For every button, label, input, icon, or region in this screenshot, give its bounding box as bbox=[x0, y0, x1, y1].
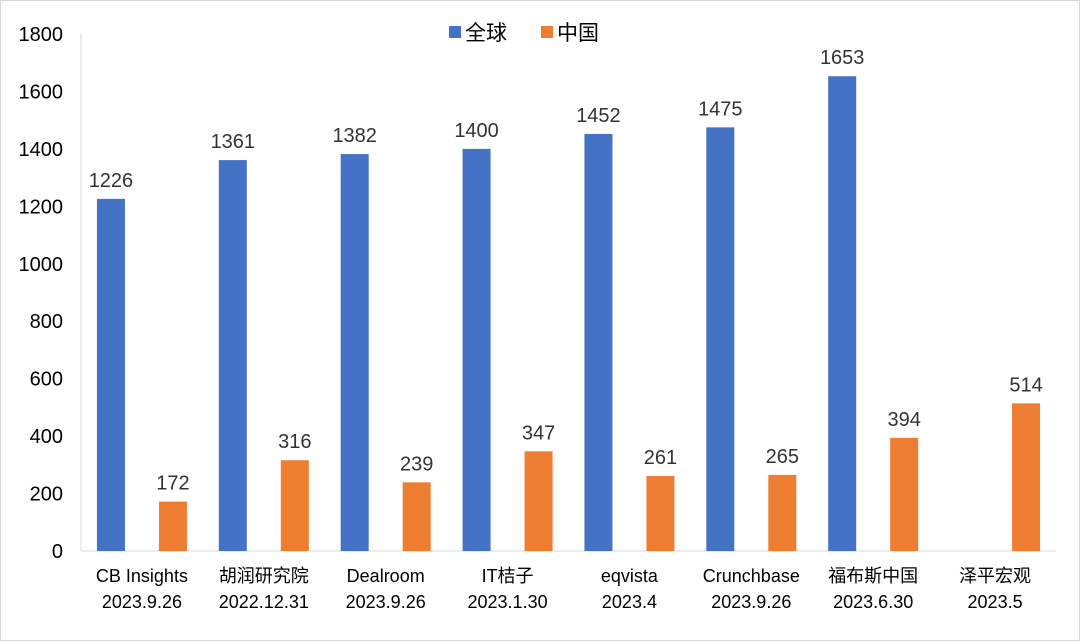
bar-global bbox=[584, 133, 613, 551]
bar-global bbox=[96, 198, 125, 552]
data-label-china: 172 bbox=[156, 473, 189, 495]
bar-china bbox=[524, 451, 553, 551]
bars bbox=[96, 76, 1041, 552]
category-label-date: 2023.9.26 bbox=[346, 592, 426, 612]
data-label-global: 1653 bbox=[820, 47, 865, 69]
legend-label-china: 中国 bbox=[557, 21, 599, 45]
category-label-date: 2022.12.31 bbox=[219, 592, 309, 612]
bar-china bbox=[158, 501, 187, 551]
y-tick-label: 1200 bbox=[19, 196, 64, 218]
y-tick-label: 200 bbox=[30, 484, 63, 506]
data-label-global: 1400 bbox=[454, 120, 499, 142]
data-label-china: 261 bbox=[644, 447, 677, 469]
category-label-date: 2023.9.26 bbox=[711, 592, 791, 612]
y-tick-label: 800 bbox=[30, 311, 63, 333]
data-label-china: 265 bbox=[766, 446, 799, 468]
category-label-name: 福布斯中国 bbox=[828, 566, 918, 586]
category-label-name: 泽平宏观 bbox=[959, 566, 1031, 586]
legend: 全球 中国 bbox=[449, 21, 599, 45]
y-axis-ticks: 0 200 400 600 800 1000 1200 1400 1600 1800 bbox=[19, 24, 64, 563]
data-label-global: 1452 bbox=[576, 105, 621, 127]
data-label-china: 347 bbox=[522, 422, 555, 444]
y-tick-label: 1600 bbox=[19, 81, 64, 103]
legend-swatch-global bbox=[449, 26, 461, 38]
data-label-global: 1226 bbox=[89, 170, 134, 192]
category-labels: CB Insights 2023.9.26 胡润研究院 2022.12.31 Dealr… bbox=[96, 566, 1031, 612]
category-label-date: 2023.4 bbox=[602, 592, 657, 612]
data-label-global: 1475 bbox=[698, 98, 743, 120]
bar-global bbox=[828, 76, 857, 551]
category-label-date: 2023.5 bbox=[968, 592, 1023, 612]
y-tick-label: 600 bbox=[30, 369, 63, 391]
bar-global bbox=[462, 148, 491, 551]
bar-china bbox=[1012, 403, 1041, 551]
bar-china bbox=[890, 437, 919, 551]
y-tick-label: 1000 bbox=[19, 254, 64, 276]
y-tick-label: 1400 bbox=[19, 139, 64, 161]
data-label-global: 1361 bbox=[211, 131, 256, 153]
data-label-global: 1382 bbox=[332, 125, 377, 147]
data-label-china: 316 bbox=[278, 431, 311, 453]
category-label-date: 2023.6.30 bbox=[833, 592, 913, 612]
category-label-date: 2023.9.26 bbox=[102, 592, 182, 612]
bar-global bbox=[218, 160, 247, 551]
data-label-china: 239 bbox=[400, 453, 433, 475]
y-tick-label: 0 bbox=[52, 541, 63, 563]
data-label-china: 394 bbox=[888, 409, 921, 431]
y-tick-label: 1800 bbox=[19, 24, 64, 46]
category-label-date: 2023.1.30 bbox=[468, 592, 548, 612]
bar-china bbox=[768, 474, 797, 551]
category-label-name: 胡润研究院 bbox=[219, 566, 309, 586]
data-labels: 1226 172 1361 316 1382 239 1400 347 1452 261 1475 2… bbox=[89, 47, 1043, 494]
bar-global bbox=[706, 127, 735, 551]
legend-label-global: 全球 bbox=[465, 21, 507, 45]
category-label-name: Dealroom bbox=[347, 566, 425, 586]
data-label-china: 514 bbox=[1009, 374, 1042, 396]
category-label-name: eqvista bbox=[601, 566, 659, 586]
category-label-name: Crunchbase bbox=[703, 566, 800, 586]
legend-swatch-china bbox=[541, 26, 553, 38]
category-label-name: IT桔子 bbox=[482, 566, 534, 586]
bar-china bbox=[280, 460, 309, 551]
y-tick-label: 400 bbox=[30, 426, 63, 448]
bar-global bbox=[340, 154, 369, 551]
bar-china bbox=[646, 476, 675, 551]
bar-china bbox=[402, 482, 431, 551]
category-label-name: CB Insights bbox=[96, 566, 188, 586]
